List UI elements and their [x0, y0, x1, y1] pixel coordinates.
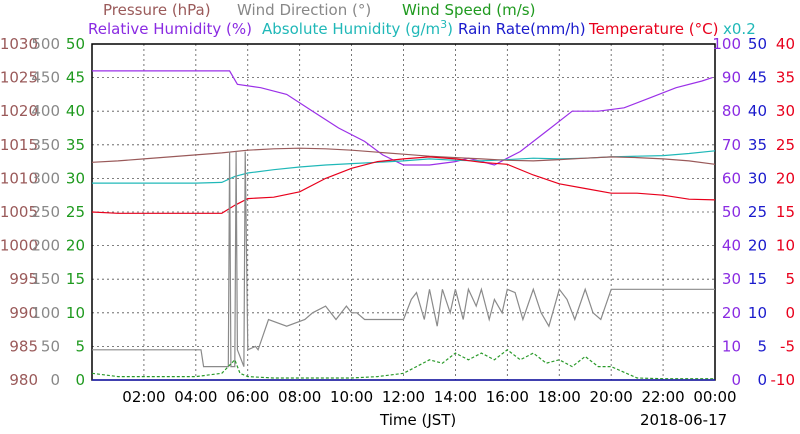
left-tick-pressure: 1030	[0, 35, 38, 53]
right-tick-rain-rate: 50	[748, 35, 767, 53]
header-wind-direction: Wind Direction (°)	[237, 1, 371, 19]
left-axis-ticks: 9809859909951000100510101015102010251030…	[0, 35, 85, 389]
left-tick-wind-speed: 30	[66, 169, 85, 187]
x-tick-label: 16:00	[486, 388, 529, 406]
right-tick-temperature: 40	[776, 35, 795, 53]
right-tick-relative-humidity: 0	[731, 371, 741, 389]
right-tick-rain-rate: 0	[757, 371, 767, 389]
right-tick-temperature: 25	[776, 136, 795, 154]
right-tick-relative-humidity: 50	[722, 203, 741, 221]
left-tick-wind-direction: 150	[31, 270, 60, 288]
right-tick-rain-rate: 25	[748, 203, 767, 221]
x-axis-ticks: 02:00 04:00 06:00 08:00 10:00 12:00 14:00 16:00…	[122, 388, 736, 406]
header-rain-multiplier: x0.2	[723, 20, 756, 38]
left-tick-pressure: 1010	[0, 169, 38, 187]
right-tick-rain-rate: 30	[748, 169, 767, 187]
x-tick-label: 08:00	[278, 388, 321, 406]
left-tick-pressure: 985	[9, 337, 38, 355]
right-tick-relative-humidity: 80	[722, 102, 741, 120]
series-temperature-line	[91, 156, 716, 214]
right-tick-rain-rate: 20	[748, 237, 767, 255]
x-tick-label: 00:00	[693, 388, 736, 406]
left-tick-wind-speed: 45	[66, 69, 85, 87]
left-tick-wind-speed: 15	[66, 270, 85, 288]
x-tick-label: 22:00	[641, 388, 684, 406]
x-tick-label: 20:00	[590, 388, 633, 406]
left-tick-wind-direction: 200	[31, 237, 60, 255]
right-tick-temperature: -10	[771, 371, 796, 389]
left-tick-wind-speed: 40	[66, 102, 85, 120]
right-tick-relative-humidity: 40	[722, 237, 741, 255]
right-tick-temperature: 0	[785, 304, 795, 322]
x-tick-label: 10:00	[330, 388, 373, 406]
right-tick-rain-rate: 45	[748, 69, 767, 87]
left-tick-wind-speed: 5	[75, 337, 85, 355]
left-tick-pressure: 990	[9, 304, 38, 322]
left-tick-pressure: 1015	[0, 136, 38, 154]
right-tick-rain-rate: 10	[748, 304, 767, 322]
right-tick-relative-humidity: 20	[722, 304, 741, 322]
right-tick-relative-humidity: 70	[722, 136, 741, 154]
left-tick-wind-direction: 400	[31, 102, 60, 120]
right-tick-relative-humidity: 30	[722, 270, 741, 288]
left-tick-wind-speed: 25	[66, 203, 85, 221]
right-tick-temperature: 15	[776, 203, 795, 221]
left-tick-wind-speed: 10	[66, 304, 85, 322]
series-group	[91, 70, 716, 381]
left-tick-pressure: 1020	[0, 102, 38, 120]
right-tick-relative-humidity: 100	[712, 35, 741, 53]
header-temperature: Temperature (°C)	[588, 20, 718, 38]
series-wind-direction-line	[92, 151, 715, 368]
left-tick-wind-direction: 0	[50, 371, 60, 389]
left-tick-wind-direction: 250	[31, 203, 60, 221]
left-tick-wind-direction: 300	[31, 169, 60, 187]
series-relative-humidity-line	[92, 70, 713, 166]
series-wind-speed-line	[91, 349, 715, 380]
right-tick-temperature: 20	[776, 169, 795, 187]
x-axis-label: Time (JST)	[379, 411, 456, 429]
header-absolute-humidity: Absolute Humidity (g/m3)	[262, 18, 453, 38]
right-tick-rain-rate: 5	[757, 337, 767, 355]
right-tick-rain-rate: 15	[748, 270, 767, 288]
series-pressure-line	[91, 147, 716, 165]
left-tick-pressure: 980	[9, 371, 38, 389]
right-tick-relative-humidity: 10	[722, 337, 741, 355]
x-tick-label: 12:00	[382, 388, 425, 406]
left-tick-wind-speed: 35	[66, 136, 85, 154]
header-rain-rate: Rain Rate(mm/h)	[458, 20, 586, 38]
right-tick-relative-humidity: 60	[722, 169, 741, 187]
left-tick-pressure: 1000	[0, 237, 38, 255]
header-relative-humidity: Relative Humidity (%)	[88, 20, 252, 38]
right-tick-temperature: 5	[785, 270, 795, 288]
x-tick-label: 02:00	[122, 388, 165, 406]
right-tick-temperature: 10	[776, 237, 795, 255]
right-tick-relative-humidity: 90	[722, 69, 741, 87]
x-tick-label: 06:00	[226, 388, 269, 406]
left-tick-pressure: 1005	[0, 203, 38, 221]
left-tick-pressure: 995	[9, 270, 38, 288]
right-tick-rain-rate: 35	[748, 136, 767, 154]
x-tick-label: 04:00	[174, 388, 217, 406]
left-tick-wind-direction: 50	[41, 337, 60, 355]
left-tick-wind-direction: 450	[31, 69, 60, 87]
x-tick-label: 18:00	[538, 388, 581, 406]
left-tick-wind-speed: 20	[66, 237, 85, 255]
right-tick-temperature: 35	[776, 69, 795, 87]
left-tick-wind-direction: 500	[31, 35, 60, 53]
left-tick-wind-direction: 100	[31, 304, 60, 322]
grid-lines	[92, 44, 715, 380]
x-tick-label: 14:00	[434, 388, 477, 406]
left-tick-wind-speed: 50	[66, 35, 85, 53]
left-tick-wind-direction: 350	[31, 136, 60, 154]
right-tick-temperature: -5	[780, 337, 795, 355]
right-tick-rain-rate: 40	[748, 102, 767, 120]
left-tick-pressure: 1025	[0, 69, 38, 87]
header-pressure: Pressure (hPa)	[103, 1, 211, 19]
date-label: 2018-06-17	[640, 411, 727, 429]
right-tick-temperature: 30	[776, 102, 795, 120]
header-wind-speed: Wind Speed (m/s)	[402, 1, 535, 19]
left-tick-wind-speed: 0	[75, 371, 85, 389]
right-axis-ticks: 0102030405060708090100051015202530354045…	[712, 35, 795, 389]
